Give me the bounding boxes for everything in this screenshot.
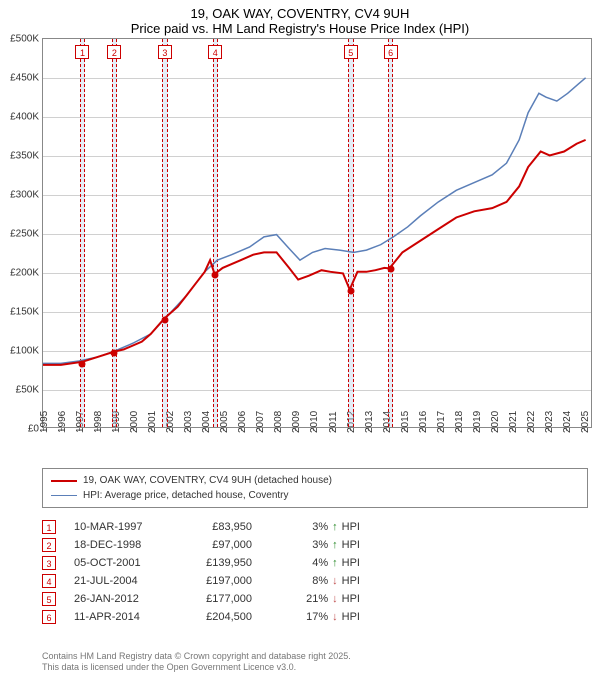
y-tick-label: £0 [28,424,39,435]
sales-row: 6 11-APR-2014 £204,500 17% ↓ HPI [42,608,588,626]
sales-date: 05-OCT-2001 [74,557,164,569]
legend-swatch [51,480,77,482]
sales-diff: 3% ↑ HPI [270,539,360,551]
plot-area: £0£50K£100K£150K£200K£250K£300K£350K£400… [43,39,591,427]
arrow-up-icon: ↑ [332,539,338,551]
sale-point [347,287,354,294]
arrow-up-icon: ↑ [332,557,338,569]
sales-diff-vs: HPI [342,593,360,605]
sale-point [212,272,219,279]
chart-title-block: 19, OAK WAY, COVENTRY, CV4 9UH Price pai… [0,0,600,38]
sales-date: 26-JAN-2012 [74,593,164,605]
sales-row: 3 05-OCT-2001 £139,950 4% ↑ HPI [42,554,588,572]
y-tick-label: £150K [10,307,39,318]
sales-diff: 17% ↓ HPI [270,611,360,623]
sales-price: £197,000 [182,575,252,587]
sales-price: £139,950 [182,557,252,569]
sales-price: £177,000 [182,593,252,605]
legend-item: 19, OAK WAY, COVENTRY, CV4 9UH (detached… [51,473,579,488]
sales-diff-vs: HPI [342,611,360,623]
y-tick-label: £100K [10,346,39,357]
sales-diff-pct: 17% [306,611,328,623]
sales-diff: 21% ↓ HPI [270,593,360,605]
chart-legend: 19, OAK WAY, COVENTRY, CV4 9UH (detached… [42,468,588,508]
title-subtitle: Price paid vs. HM Land Registry's House … [0,21,600,36]
sales-table: 1 10-MAR-1997 £83,950 3% ↑ HPI 2 18-DEC-1998 £97… [42,518,588,626]
sales-date: 18-DEC-1998 [74,539,164,551]
sales-diff-pct: 8% [312,575,328,587]
sales-diff: 4% ↑ HPI [270,557,360,569]
sales-index-box: 5 [42,592,56,606]
sale-point [79,360,86,367]
y-tick-label: £300K [10,190,39,201]
sales-diff-pct: 3% [312,539,328,551]
arrow-down-icon: ↓ [332,575,338,587]
arrow-down-icon: ↓ [332,611,338,623]
legend-swatch [51,495,77,496]
y-tick-label: £500K [10,34,39,45]
legend-label: 19, OAK WAY, COVENTRY, CV4 9UH (detached… [83,473,332,488]
y-tick-label: £400K [10,112,39,123]
sales-row: 5 26-JAN-2012 £177,000 21% ↓ HPI [42,590,588,608]
legend-label: HPI: Average price, detached house, Cove… [83,488,289,503]
sales-row: 4 21-JUL-2004 £197,000 8% ↓ HPI [42,572,588,590]
footnote: Contains HM Land Registry data © Crown c… [42,651,588,674]
series-svg [43,39,591,427]
series-hpi [43,78,586,364]
y-tick-label: £200K [10,268,39,279]
sales-index-box: 3 [42,556,56,570]
sales-index-box: 1 [42,520,56,534]
sales-diff: 3% ↑ HPI [270,521,360,533]
sales-index-box: 2 [42,538,56,552]
y-tick-label: £350K [10,151,39,162]
sales-diff-pct: 4% [312,557,328,569]
sales-price: £97,000 [182,539,252,551]
sales-diff-pct: 3% [312,521,328,533]
legend-item: HPI: Average price, detached house, Cove… [51,488,579,503]
y-tick-label: £50K [16,385,39,396]
sales-index-box: 6 [42,610,56,624]
sales-date: 11-APR-2014 [74,611,164,623]
y-tick-label: £450K [10,73,39,84]
sales-diff-vs: HPI [342,557,360,569]
sales-row: 1 10-MAR-1997 £83,950 3% ↑ HPI [42,518,588,536]
sales-price: £204,500 [182,611,252,623]
sales-diff: 8% ↓ HPI [270,575,360,587]
sales-row: 2 18-DEC-1998 £97,000 3% ↑ HPI [42,536,588,554]
sales-date: 21-JUL-2004 [74,575,164,587]
footnote-line2: This data is licensed under the Open Gov… [42,662,588,674]
sales-date: 10-MAR-1997 [74,521,164,533]
sales-price: £83,950 [182,521,252,533]
title-address: 19, OAK WAY, COVENTRY, CV4 9UH [0,6,600,21]
arrow-down-icon: ↓ [332,593,338,605]
arrow-up-icon: ↑ [332,521,338,533]
sale-point [387,266,394,273]
sales-index-box: 4 [42,574,56,588]
y-tick-label: £250K [10,229,39,240]
sale-point [111,350,118,357]
sale-point [161,316,168,323]
sales-diff-vs: HPI [342,539,360,551]
sales-diff-pct: 21% [306,593,328,605]
sales-diff-vs: HPI [342,521,360,533]
footnote-line1: Contains HM Land Registry data © Crown c… [42,651,588,663]
sales-diff-vs: HPI [342,575,360,587]
price-chart: £0£50K£100K£150K£200K£250K£300K£350K£400… [42,38,592,428]
